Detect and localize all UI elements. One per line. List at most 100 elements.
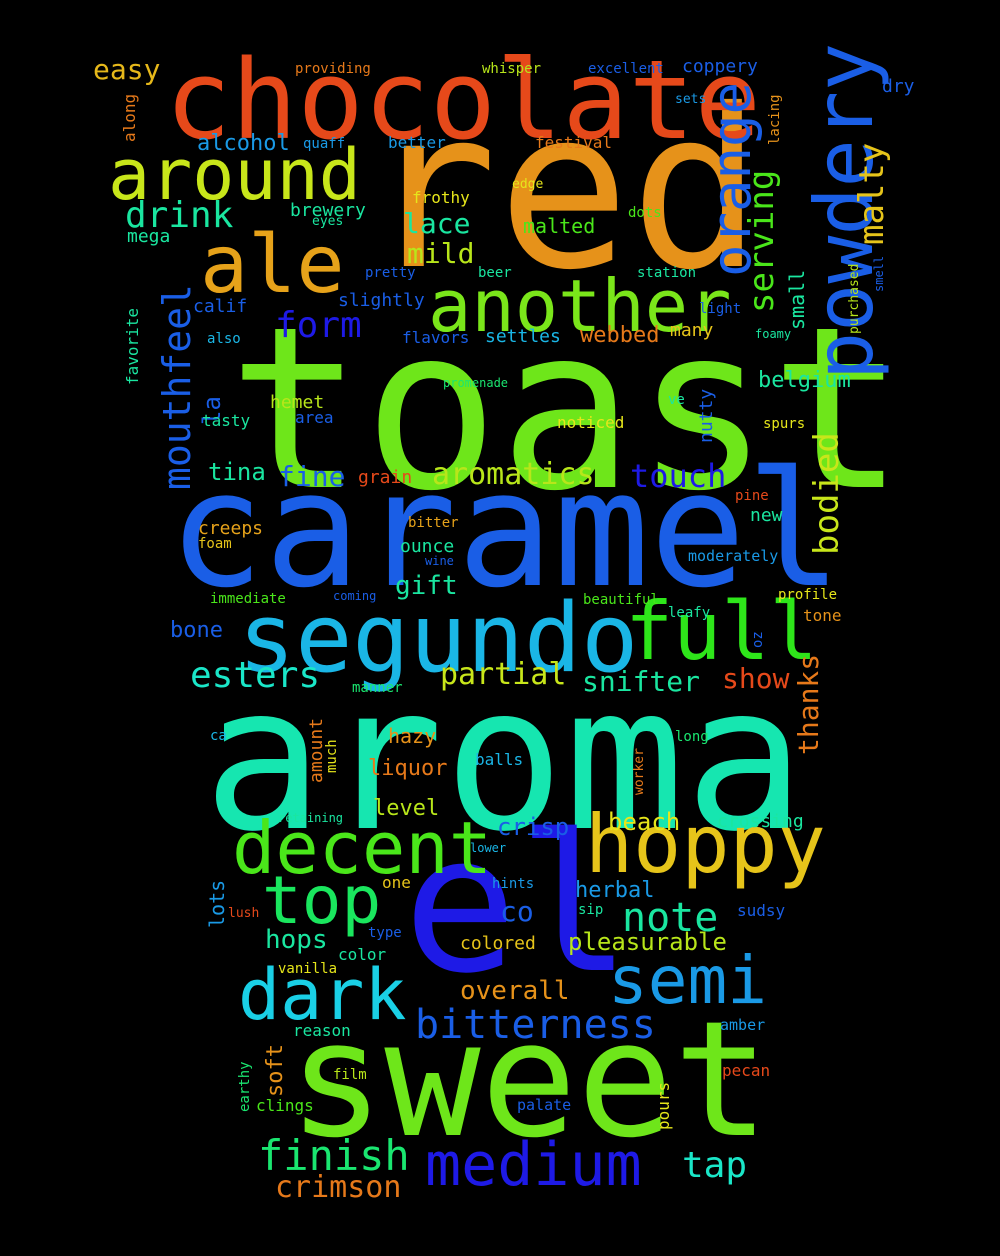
word-esters: esters [190, 655, 321, 696]
word-sets: sets [675, 92, 707, 107]
word-bodied: bodied [807, 432, 847, 555]
word-quaff: quaff [303, 136, 346, 152]
word-nutty: nutty [696, 388, 717, 443]
word-note: note [622, 895, 719, 941]
word-chocolate: chocolate [165, 36, 762, 164]
word-drink: drink [125, 195, 234, 236]
word-manner: manner [352, 680, 403, 696]
word-mega: mega [127, 226, 171, 247]
word-sip: sip [578, 902, 604, 918]
word-soft: soft [263, 1044, 288, 1097]
word-bitterness: bitterness [415, 1002, 656, 1048]
word-providing: providing [295, 61, 371, 77]
word-moderately: moderately [688, 547, 779, 565]
word-grain: grain [358, 467, 413, 488]
word-foam: foam [198, 536, 232, 552]
word-el: el [403, 794, 632, 1015]
word-dry: dry [882, 76, 915, 97]
word-aromatics: aromatics [432, 457, 595, 492]
word-liquor: liquor [368, 756, 448, 781]
word-brewery: brewery [290, 200, 366, 221]
word-one: one [382, 873, 411, 892]
word-purchased: purchased [847, 263, 862, 334]
word-color: color [338, 945, 387, 964]
word-pretty: pretty [365, 265, 416, 281]
word-creeps: creeps [198, 518, 264, 539]
word-form: form [275, 305, 362, 346]
word-lots: lots [205, 879, 229, 928]
word-film: film [333, 1067, 367, 1083]
word-amber: amber [720, 1016, 766, 1034]
word-settles: settles [485, 326, 561, 347]
word-thanks: thanks [792, 653, 825, 755]
word-beautiful: beautiful [583, 592, 659, 608]
word-profile: profile [778, 587, 838, 603]
word-lacing: lacing [767, 94, 783, 145]
word-coppery: coppery [682, 56, 758, 77]
word-lower: lower [470, 841, 507, 855]
word-fine: fine [278, 460, 346, 493]
word-level: level [373, 796, 440, 821]
word-sweet: sweet [288, 986, 770, 1173]
word-herbal: herbal [575, 878, 655, 903]
word-pecan: pecan [722, 1061, 771, 1080]
word-caramel: caramel [168, 436, 843, 623]
word-tasty: tasty [202, 411, 251, 430]
word-balls: balls [475, 750, 524, 769]
word-toast: toast [228, 279, 906, 541]
word-gift: gift [395, 571, 458, 601]
word-touch: touch [630, 457, 727, 495]
word-co: co [500, 895, 534, 928]
word-bone: bone [170, 618, 223, 643]
word-hoppy: hoppy [585, 798, 826, 891]
word-also: also [207, 331, 241, 347]
word-pleasurable: pleasurable [568, 928, 727, 956]
word-beach: beach [608, 808, 681, 836]
word-easy: easy [93, 53, 161, 86]
word-station: station [637, 265, 697, 281]
word-frothy: frothy [412, 188, 470, 207]
word-ale: ale [200, 218, 345, 311]
word-colored: colored [460, 933, 536, 954]
word-better: better [388, 133, 446, 152]
word-many: many [670, 320, 714, 341]
word-belgium: belgium [758, 368, 851, 393]
word-ounce: ounce [400, 536, 455, 557]
word-long: long [675, 729, 709, 745]
word-mild: mild [407, 237, 475, 270]
word-crimson: crimson [275, 1170, 402, 1205]
word-noticed: noticed [557, 413, 625, 432]
word-excellent: excellent [588, 61, 664, 77]
word-earthy: earthy [237, 1061, 253, 1112]
word-smell: smell [872, 255, 886, 292]
word-webbed: webbed [580, 323, 660, 348]
word-full: full [625, 585, 818, 678]
word-type: type [368, 925, 402, 941]
word-palate: palate [517, 1096, 572, 1114]
word-partial: partial [440, 657, 567, 692]
word-slightly: slightly [338, 290, 425, 311]
word-dots: dots [628, 205, 662, 221]
word-bitter: bitter [408, 515, 459, 531]
word-vanilla: vanilla [278, 961, 338, 977]
word-whisper: whisper [482, 61, 542, 77]
word-segundo: segundo [238, 584, 639, 694]
word-semi: semi [608, 942, 767, 1019]
word-medium: medium [425, 1130, 642, 1200]
word-favorite: favorite [123, 307, 142, 385]
word-ve: ve [668, 392, 685, 408]
word-sudsy: sudsy [737, 901, 786, 920]
word-light: light [699, 301, 742, 317]
word-much: much [324, 739, 340, 773]
word-small: small [785, 269, 809, 330]
word-area: area [295, 408, 334, 427]
word-red: red [365, 62, 763, 318]
word-oz: oz [750, 631, 766, 648]
word-clings: clings [256, 1096, 314, 1115]
word-worker: worker [632, 748, 647, 795]
word-overall: overall [460, 976, 570, 1006]
word-lush: lush [228, 906, 260, 921]
word-alcohol: alcohol [197, 131, 290, 156]
word-eyes: eyes [312, 214, 344, 229]
